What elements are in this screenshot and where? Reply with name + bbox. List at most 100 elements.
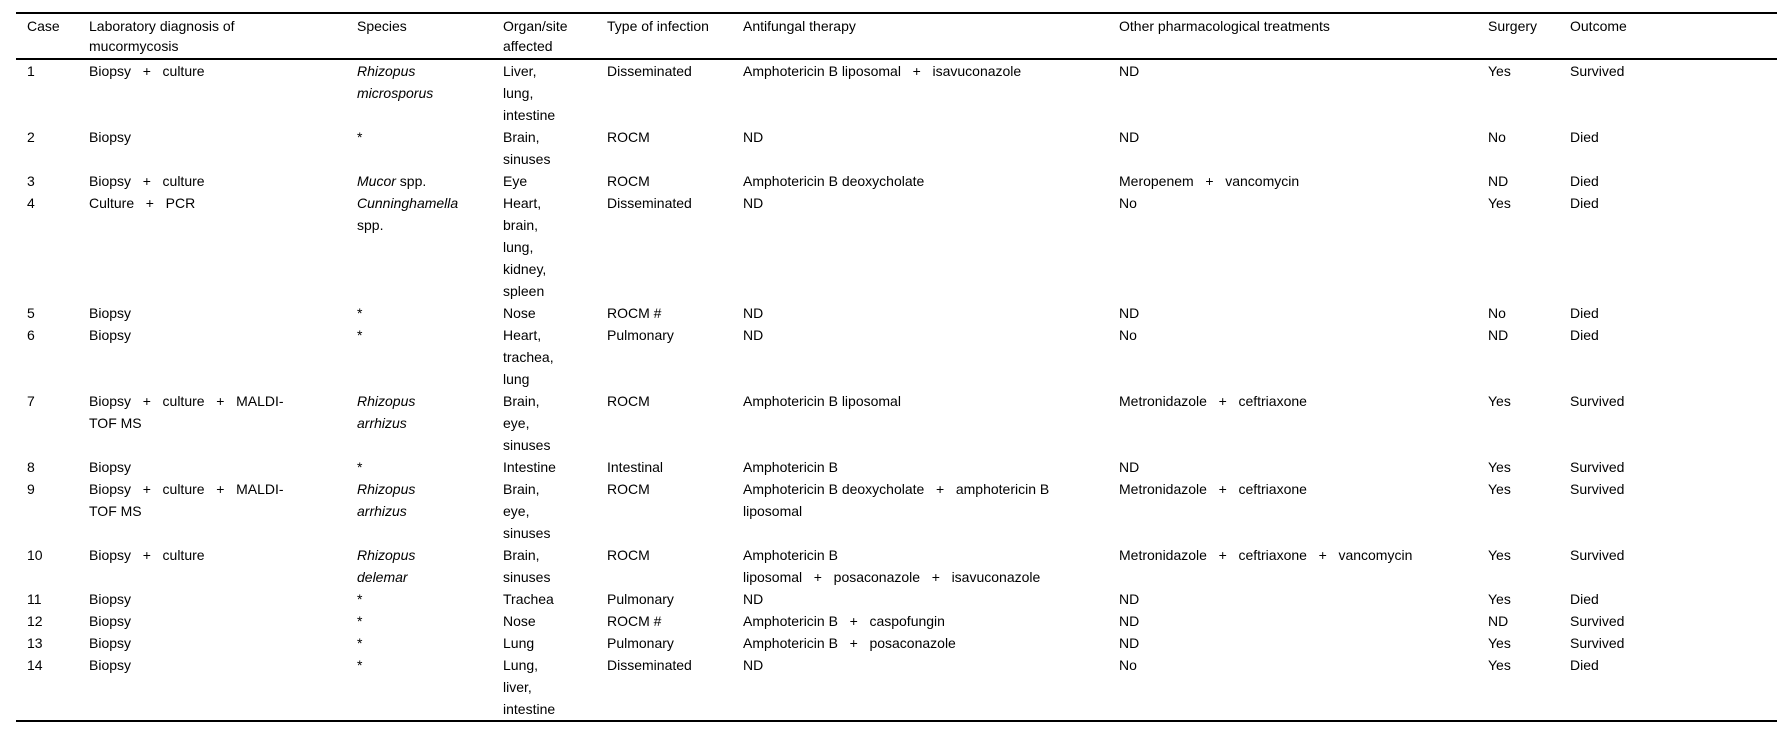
cases-table: Case Laboratory diagnosis of mucormycosis…: [16, 12, 1777, 722]
cell-surgery: Yes: [1488, 635, 1511, 651]
cell-diagnosis: Biopsy + culture + MALDI- TOF MS: [89, 393, 284, 431]
cell-surgery: Yes: [1488, 459, 1511, 475]
cell-outcome: Survived: [1570, 547, 1625, 563]
cell-species: *: [346, 324, 492, 390]
species-roman-text: *: [357, 635, 363, 651]
header-cell-antifungal: Antifungal therapy: [732, 13, 1108, 60]
cell-infection: Disseminated: [607, 657, 692, 673]
species-roman-text: *: [357, 305, 363, 321]
cell-other: Metronidazole + ceftriaxone + vancomycin: [1119, 547, 1413, 563]
cell-outcome: Survived: [1570, 481, 1625, 497]
cell-organ: Nose: [503, 305, 536, 321]
table-row: 11 Biopsy * Trachea Pulmonary ND ND Yes Died: [16, 588, 1777, 610]
cell-infection: ROCM: [607, 547, 650, 563]
cell-organ: Lung, liver, intestine: [503, 657, 556, 717]
cell-outcome: Survived: [1570, 635, 1625, 651]
cell-case: 3: [27, 173, 35, 189]
cell-other: ND: [1119, 129, 1140, 145]
cell-other: No: [1119, 195, 1137, 211]
cell-diagnosis: Biopsy: [89, 591, 132, 607]
cell-surgery: Yes: [1488, 393, 1511, 409]
cell-other: ND: [1119, 591, 1140, 607]
species-italic-text: Rhizopus microsporus: [357, 63, 434, 101]
species-roman-text: *: [357, 613, 363, 629]
cell-other: No: [1119, 327, 1137, 343]
cell-infection: ROCM: [607, 393, 650, 409]
cell-infection: Disseminated: [607, 63, 692, 79]
cell-surgery: Yes: [1488, 657, 1511, 673]
cell-antifungal: ND: [743, 305, 764, 321]
cell-species: *: [346, 654, 492, 721]
table-row: 3 Biopsy + culture Mucor spp. Eye ROCM Amphot…: [16, 170, 1777, 192]
cell-diagnosis: Biopsy: [89, 657, 132, 673]
cell-diagnosis: Biopsy + culture: [89, 547, 205, 563]
species-italic-text: Rhizopus delemar: [357, 547, 416, 585]
cell-outcome: Died: [1570, 657, 1599, 673]
header-cell-organ: Organ/site affected: [492, 13, 596, 60]
cell-infection: ROCM: [607, 129, 650, 145]
cell-infection: Pulmonary: [607, 635, 674, 651]
cell-antifungal: Amphotericin B deoxycholate + amphoteric…: [743, 481, 1050, 519]
cell-diagnosis: Biopsy: [89, 635, 132, 651]
cell-case: 9: [27, 481, 35, 497]
cell-species: *: [346, 588, 492, 610]
table-row: 9 Biopsy + culture + MALDI- TOF MS Rhizopu…: [16, 478, 1777, 544]
table-row: 12 Biopsy * Nose ROCM # Amphotericin B + casp…: [16, 610, 1777, 632]
cell-infection: Pulmonary: [607, 591, 674, 607]
cell-other: Meropenem + vancomycin: [1119, 173, 1300, 189]
species-roman-text: spp.: [395, 173, 427, 189]
cell-infection: ROCM: [607, 481, 650, 497]
cell-species: *: [346, 632, 492, 654]
table-row: 14 Biopsy * Lung, liver, intestine Dissemina…: [16, 654, 1777, 721]
cell-organ: Brain, eye, sinuses: [503, 393, 551, 453]
cell-outcome: Died: [1570, 591, 1599, 607]
cell-other: ND: [1119, 613, 1140, 629]
header-cell-diagnosis: Laboratory diagnosis of mucormycosis: [78, 13, 346, 60]
header-cell-case: Case: [16, 13, 78, 60]
cell-diagnosis: Biopsy: [89, 305, 132, 321]
table-row: 6 Biopsy * Heart, trachea, lung Pulmonary ND N…: [16, 324, 1777, 390]
cell-case: 2: [27, 129, 35, 145]
header-cell-infection: Type of infection: [596, 13, 732, 60]
cell-surgery: Yes: [1488, 195, 1511, 211]
table-row: 10 Biopsy + culture Rhizopus delemar Brain,…: [16, 544, 1777, 588]
header-cell-species: Species: [346, 13, 492, 60]
species-italic-text: Mucor: [357, 173, 396, 189]
cell-case: 1: [27, 63, 35, 79]
cell-organ: Brain, eye, sinuses: [503, 481, 551, 541]
cell-outcome: Died: [1570, 173, 1599, 189]
cell-species: *: [346, 126, 492, 170]
cell-surgery: ND: [1488, 173, 1509, 189]
cell-case: 8: [27, 459, 35, 475]
cell-organ: Heart, trachea, lung: [503, 327, 554, 387]
cell-antifungal: Amphotericin B liposomal + posaconazole …: [743, 547, 1041, 585]
table-row: 4 Culture + PCR Cunninghamella spp. Heart, …: [16, 192, 1777, 302]
cell-outcome: Survived: [1570, 459, 1625, 475]
table-row: 7 Biopsy + culture + MALDI- TOF MS Rhizopu…: [16, 390, 1777, 456]
cell-surgery: Yes: [1488, 481, 1511, 497]
cell-outcome: Died: [1570, 327, 1599, 343]
cell-outcome: Died: [1570, 305, 1599, 321]
table-body: 1 Biopsy + culture Rhizopus microsporus Liv…: [16, 59, 1777, 721]
cell-antifungal: Amphotericin B + caspofungin: [743, 613, 945, 629]
cell-other: ND: [1119, 635, 1140, 651]
cell-other: ND: [1119, 459, 1140, 475]
cell-antifungal: ND: [743, 591, 764, 607]
cell-outcome: Survived: [1570, 613, 1625, 629]
cell-antifungal: Amphotericin B deoxycholate: [743, 173, 925, 189]
table-row: 13 Biopsy * Lung Pulmonary Amphotericin B + p…: [16, 632, 1777, 654]
cell-outcome: Survived: [1570, 393, 1625, 409]
cell-species: Rhizopus arrhizus: [346, 478, 492, 544]
cell-diagnosis: Biopsy: [89, 327, 132, 343]
table-row: 5 Biopsy * Nose ROCM # ND ND No Died: [16, 302, 1777, 324]
cell-species: Rhizopus microsporus: [346, 59, 492, 126]
cell-case: 10: [27, 547, 43, 563]
species-roman-text: spp.: [357, 217, 384, 233]
species-italic-text: Rhizopus arrhizus: [357, 481, 416, 519]
cell-species: Mucor spp.: [346, 170, 492, 192]
cell-antifungal: Amphotericin B: [743, 459, 838, 475]
table-row: 2 Biopsy * Brain, sinuses ROCM ND ND No Died: [16, 126, 1777, 170]
cell-species: *: [346, 610, 492, 632]
cell-other: Metronidazole + ceftriaxone: [1119, 481, 1307, 497]
